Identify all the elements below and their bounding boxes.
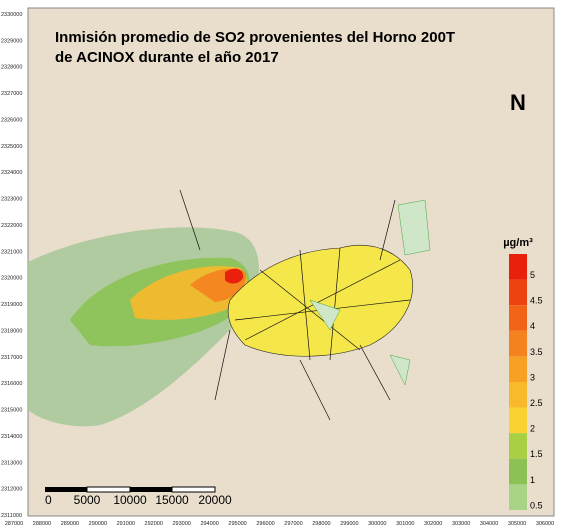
y-tick-label: 2319000 <box>1 302 22 308</box>
legend-label: 3.5 <box>530 347 543 357</box>
y-tick-label: 2316000 <box>1 381 22 387</box>
y-tick-label: 2321000 <box>1 249 22 255</box>
scale-bar <box>45 487 87 492</box>
legend-swatch <box>509 330 527 357</box>
x-tick-label: 290000 <box>89 521 107 527</box>
y-tick-label: 2329000 <box>1 38 22 44</box>
north-arrow: N <box>510 90 526 115</box>
y-tick-label: 2330000 <box>1 12 22 18</box>
legend-label: 5 <box>530 270 535 280</box>
legend-swatch <box>509 254 527 280</box>
legend-label: 1 <box>530 475 535 485</box>
legend-swatch <box>509 279 527 306</box>
legend-swatch <box>509 458 527 485</box>
y-tick-label: 2317000 <box>1 355 22 361</box>
x-tick-label: 292000 <box>145 521 163 527</box>
y-tick-label: 2325000 <box>1 144 22 150</box>
y-tick-label: 2318000 <box>1 328 22 334</box>
x-tick-label: 303000 <box>452 521 470 527</box>
x-tick-label: 305000 <box>508 521 526 527</box>
x-tick-label: 287000 <box>5 521 23 527</box>
y-tick-label: 2326000 <box>1 117 22 123</box>
y-tick-label: 2311000 <box>1 513 22 519</box>
legend-swatch <box>509 305 527 331</box>
y-tick-label: 2328000 <box>1 65 22 71</box>
legend-label: 3 <box>530 372 535 382</box>
legend-label: 0.5 <box>530 500 543 510</box>
scale-bar <box>86 486 131 493</box>
city <box>179 189 431 421</box>
scale-label: 15000 <box>155 493 189 507</box>
y-tick-label: 2312000 <box>1 487 22 493</box>
y-tick-label: 2313000 <box>1 460 22 466</box>
legend-label: 4 <box>530 321 535 331</box>
x-tick-label: 289000 <box>61 521 79 527</box>
x-tick-label: 297000 <box>284 521 302 527</box>
legend-label: 2.5 <box>530 398 543 408</box>
x-tick-label: 293000 <box>173 521 191 527</box>
x-tick-label: 300000 <box>368 521 386 527</box>
x-tick-label: 296000 <box>256 521 274 527</box>
x-tick-label: 291000 <box>117 521 135 527</box>
x-tick-label: 302000 <box>424 521 442 527</box>
title: Inmisión promedio de SO2 provenientes de… <box>55 29 455 46</box>
legend-label: 4.5 <box>530 296 543 306</box>
legend-swatch <box>509 433 527 459</box>
y-tick-label: 2314000 <box>1 434 22 440</box>
x-tick-label: 295000 <box>228 521 246 527</box>
x-tick-label: 304000 <box>480 521 498 527</box>
scale-label: 0 <box>45 493 52 507</box>
y-tick-label: 2315000 <box>1 408 22 414</box>
x-tick-label: 298000 <box>312 521 330 527</box>
scale-label: 5000 <box>74 493 101 507</box>
legend-swatch <box>509 382 527 408</box>
x-tick-label: 299000 <box>340 521 358 527</box>
title: de ACINOX durante el año 2017 <box>55 49 279 66</box>
legend-swatch <box>509 484 527 510</box>
scale-bar <box>171 486 216 493</box>
y-tick-label: 2324000 <box>1 170 22 176</box>
legend-label: 2 <box>530 424 535 434</box>
x-tick-label: 301000 <box>396 521 414 527</box>
plume <box>28 227 259 427</box>
x-tick-label: 294000 <box>200 521 218 527</box>
scale-label: 10000 <box>113 493 147 507</box>
y-tick-label: 2323000 <box>1 197 22 203</box>
scale-label: 20000 <box>198 493 232 507</box>
y-tick-label: 2327000 <box>1 91 22 97</box>
y-tick-label: 2320000 <box>1 276 22 282</box>
scale-bar <box>130 487 172 492</box>
x-tick-label: 306000 <box>536 521 554 527</box>
x-tick-label: 288000 <box>33 521 51 527</box>
legend-unit: µg/m³ <box>503 237 533 249</box>
legend-label: 1.5 <box>530 449 543 459</box>
legend-swatch <box>509 356 527 382</box>
y-tick-label: 2322000 <box>1 223 22 229</box>
legend-swatch <box>509 407 527 434</box>
